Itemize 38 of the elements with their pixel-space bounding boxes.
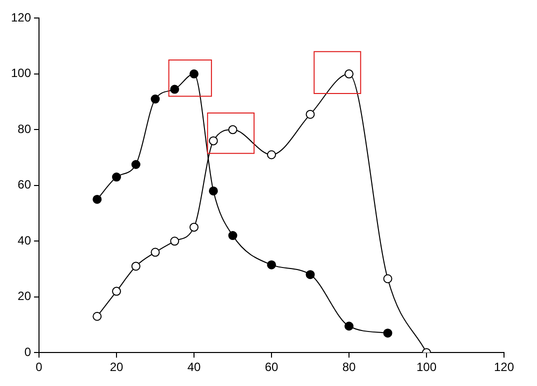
point xyxy=(150,94,160,104)
point xyxy=(92,194,102,204)
y-tick-label: 60 xyxy=(18,178,32,192)
y-tick-label: 40 xyxy=(18,233,32,248)
point xyxy=(92,312,102,321)
point xyxy=(267,150,276,160)
point xyxy=(131,262,140,271)
y-tick-label: 20 xyxy=(18,289,32,304)
x-tick-label: 100 xyxy=(416,360,437,374)
point xyxy=(112,172,122,182)
point xyxy=(306,270,315,280)
point xyxy=(228,231,238,240)
point xyxy=(131,160,140,169)
point xyxy=(112,286,122,296)
x-tick-label: 20 xyxy=(110,360,124,374)
x-tick-label: 120 xyxy=(494,360,514,374)
point xyxy=(228,125,238,134)
point xyxy=(170,236,180,246)
point xyxy=(306,110,315,119)
x-tick-label: 0 xyxy=(36,360,43,374)
point xyxy=(190,222,199,232)
y-tick-label: 0 xyxy=(24,344,32,359)
point xyxy=(344,322,354,331)
point xyxy=(208,186,218,196)
point xyxy=(383,328,392,338)
point xyxy=(170,84,180,94)
y-tick-label: 120 xyxy=(10,10,32,25)
point xyxy=(190,69,199,78)
x-tick-label: 80 xyxy=(342,360,356,374)
point xyxy=(267,260,276,270)
y-tick-label: 80 xyxy=(18,122,32,136)
point xyxy=(344,69,354,78)
y-tick-label: 100 xyxy=(10,66,32,80)
point xyxy=(150,248,160,257)
point xyxy=(208,136,218,146)
x-tick-label: 60 xyxy=(264,360,279,374)
x-tick-label: 40 xyxy=(187,360,202,374)
point xyxy=(383,274,392,284)
